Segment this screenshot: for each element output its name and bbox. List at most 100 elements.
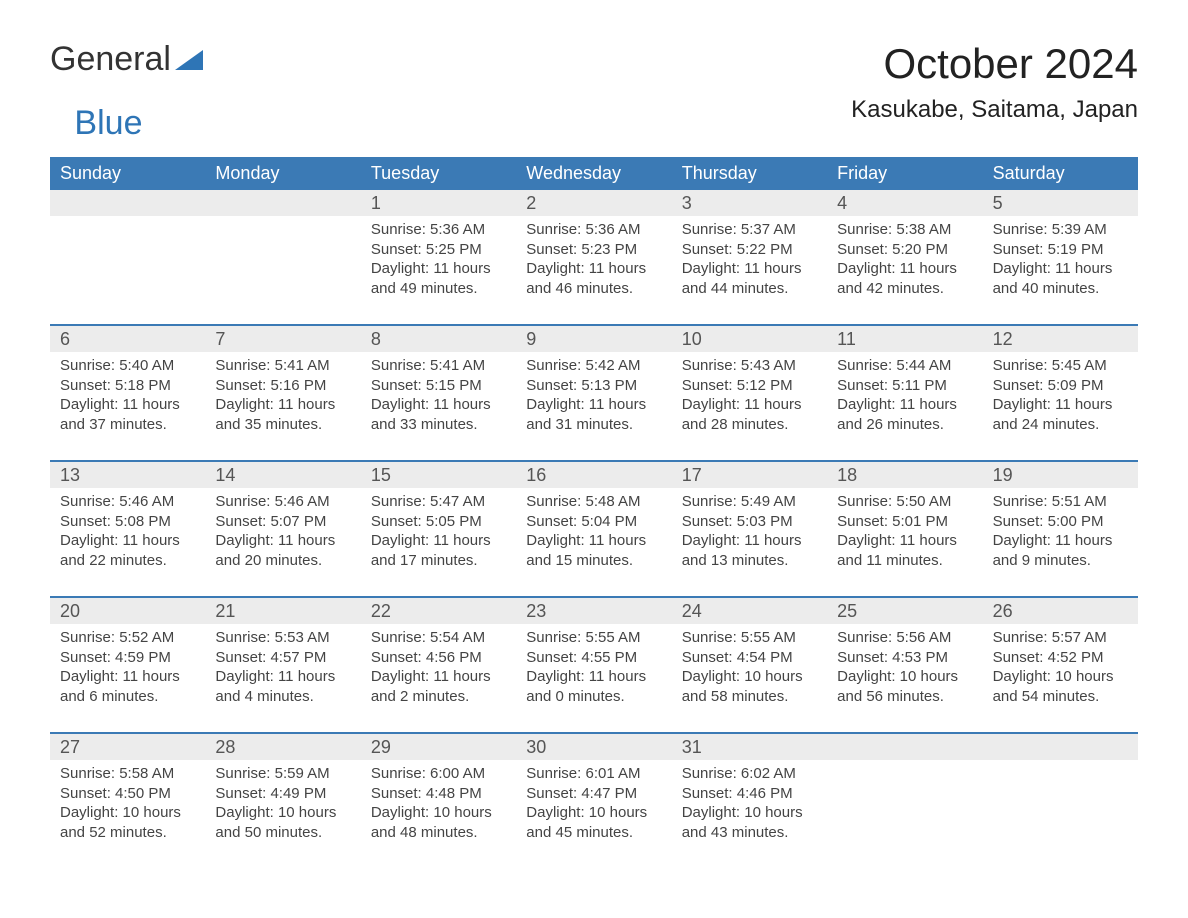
sunrise-line: Sunrise: 5:51 AM xyxy=(993,492,1128,512)
sunrise-line: Sunrise: 5:54 AM xyxy=(371,628,506,648)
day-body: Sunrise: 5:36 AMSunset: 5:25 PMDaylight:… xyxy=(361,216,516,324)
day-body: Sunrise: 5:47 AMSunset: 5:05 PMDaylight:… xyxy=(361,488,516,596)
sunrise-line: Sunrise: 6:02 AM xyxy=(682,764,817,784)
day-body xyxy=(50,216,205,324)
sunset-line: Sunset: 5:00 PM xyxy=(993,512,1128,532)
sunset-line: Sunset: 5:09 PM xyxy=(993,376,1128,396)
sunrise-line: Sunrise: 5:56 AM xyxy=(837,628,972,648)
day-body: Sunrise: 5:41 AMSunset: 5:15 PMDaylight:… xyxy=(361,352,516,460)
daylight-line: Daylight: 10 hours and 48 minutes. xyxy=(371,803,506,842)
sunset-line: Sunset: 5:12 PM xyxy=(682,376,817,396)
day-number xyxy=(205,190,360,216)
sunset-line: Sunset: 4:46 PM xyxy=(682,784,817,804)
day-body: Sunrise: 5:36 AMSunset: 5:23 PMDaylight:… xyxy=(516,216,671,324)
day-number xyxy=(827,734,982,760)
daylight-line: Daylight: 10 hours and 45 minutes. xyxy=(526,803,661,842)
day-body: Sunrise: 5:41 AMSunset: 5:16 PMDaylight:… xyxy=(205,352,360,460)
sunrise-line: Sunrise: 5:41 AM xyxy=(215,356,350,376)
day-body: Sunrise: 5:48 AMSunset: 5:04 PMDaylight:… xyxy=(516,488,671,596)
sunset-line: Sunset: 5:25 PM xyxy=(371,240,506,260)
sunset-line: Sunset: 5:18 PM xyxy=(60,376,195,396)
dow-cell: Friday xyxy=(827,157,982,190)
day-body: Sunrise: 5:54 AMSunset: 4:56 PMDaylight:… xyxy=(361,624,516,732)
day-number: 7 xyxy=(205,326,360,352)
day-body: Sunrise: 5:45 AMSunset: 5:09 PMDaylight:… xyxy=(983,352,1138,460)
day-number: 18 xyxy=(827,462,982,488)
day-number: 9 xyxy=(516,326,671,352)
sunset-line: Sunset: 4:50 PM xyxy=(60,784,195,804)
title-block: October 2024 Kasukabe, Saitama, Japan xyxy=(851,40,1138,124)
sunrise-line: Sunrise: 5:36 AM xyxy=(526,220,661,240)
day-number: 10 xyxy=(672,326,827,352)
daylight-line: Daylight: 10 hours and 52 minutes. xyxy=(60,803,195,842)
brand-logo: General xyxy=(50,40,205,79)
daylight-line: Daylight: 10 hours and 58 minutes. xyxy=(682,667,817,706)
day-number: 20 xyxy=(50,598,205,624)
day-body: Sunrise: 5:50 AMSunset: 5:01 PMDaylight:… xyxy=(827,488,982,596)
day-number: 3 xyxy=(672,190,827,216)
day-body: Sunrise: 5:46 AMSunset: 5:08 PMDaylight:… xyxy=(50,488,205,596)
sunrise-line: Sunrise: 5:38 AM xyxy=(837,220,972,240)
sunrise-line: Sunrise: 5:58 AM xyxy=(60,764,195,784)
daylight-line: Daylight: 11 hours and 22 minutes. xyxy=(60,531,195,570)
day-number: 8 xyxy=(361,326,516,352)
sunrise-line: Sunrise: 6:00 AM xyxy=(371,764,506,784)
daylight-line: Daylight: 11 hours and 6 minutes. xyxy=(60,667,195,706)
dow-cell: Saturday xyxy=(983,157,1138,190)
brand-triangle-icon xyxy=(175,40,203,79)
daybody-row: Sunrise: 5:36 AMSunset: 5:25 PMDaylight:… xyxy=(50,216,1138,324)
sunset-line: Sunset: 5:08 PM xyxy=(60,512,195,532)
sunrise-line: Sunrise: 5:52 AM xyxy=(60,628,195,648)
daylight-line: Daylight: 11 hours and 11 minutes. xyxy=(837,531,972,570)
dow-cell: Tuesday xyxy=(361,157,516,190)
sunrise-line: Sunrise: 5:40 AM xyxy=(60,356,195,376)
sunset-line: Sunset: 4:55 PM xyxy=(526,648,661,668)
daybody-row: Sunrise: 5:46 AMSunset: 5:08 PMDaylight:… xyxy=(50,488,1138,596)
sunrise-line: Sunrise: 5:50 AM xyxy=(837,492,972,512)
sunrise-line: Sunrise: 6:01 AM xyxy=(526,764,661,784)
day-body xyxy=(983,760,1138,868)
sunset-line: Sunset: 5:05 PM xyxy=(371,512,506,532)
location: Kasukabe, Saitama, Japan xyxy=(851,96,1138,124)
sunrise-line: Sunrise: 5:36 AM xyxy=(371,220,506,240)
day-body: Sunrise: 5:56 AMSunset: 4:53 PMDaylight:… xyxy=(827,624,982,732)
sunset-line: Sunset: 5:03 PM xyxy=(682,512,817,532)
day-number: 28 xyxy=(205,734,360,760)
week-row: 13141516171819Sunrise: 5:46 AMSunset: 5:… xyxy=(50,460,1138,596)
sunset-line: Sunset: 5:16 PM xyxy=(215,376,350,396)
day-number: 22 xyxy=(361,598,516,624)
day-body: Sunrise: 6:02 AMSunset: 4:46 PMDaylight:… xyxy=(672,760,827,868)
day-body xyxy=(827,760,982,868)
day-number: 1 xyxy=(361,190,516,216)
daylight-line: Daylight: 11 hours and 37 minutes. xyxy=(60,395,195,434)
daylight-line: Daylight: 11 hours and 4 minutes. xyxy=(215,667,350,706)
daylight-line: Daylight: 11 hours and 9 minutes. xyxy=(993,531,1128,570)
day-body: Sunrise: 5:53 AMSunset: 4:57 PMDaylight:… xyxy=(205,624,360,732)
day-number: 31 xyxy=(672,734,827,760)
month-title: October 2024 xyxy=(851,40,1138,88)
daybody-row: Sunrise: 5:52 AMSunset: 4:59 PMDaylight:… xyxy=(50,624,1138,732)
sunset-line: Sunset: 4:54 PM xyxy=(682,648,817,668)
day-number: 21 xyxy=(205,598,360,624)
sunrise-line: Sunrise: 5:48 AM xyxy=(526,492,661,512)
day-number xyxy=(50,190,205,216)
day-body: Sunrise: 5:44 AMSunset: 5:11 PMDaylight:… xyxy=(827,352,982,460)
sunset-line: Sunset: 5:04 PM xyxy=(526,512,661,532)
sunset-line: Sunset: 5:23 PM xyxy=(526,240,661,260)
sunset-line: Sunset: 5:19 PM xyxy=(993,240,1128,260)
daylight-line: Daylight: 10 hours and 54 minutes. xyxy=(993,667,1128,706)
day-number: 17 xyxy=(672,462,827,488)
daylight-line: Daylight: 11 hours and 49 minutes. xyxy=(371,259,506,298)
week-row: 2728293031Sunrise: 5:58 AMSunset: 4:50 P… xyxy=(50,732,1138,868)
daylight-line: Daylight: 11 hours and 42 minutes. xyxy=(837,259,972,298)
sunrise-line: Sunrise: 5:42 AM xyxy=(526,356,661,376)
daylight-line: Daylight: 11 hours and 33 minutes. xyxy=(371,395,506,434)
day-body: Sunrise: 5:59 AMSunset: 4:49 PMDaylight:… xyxy=(205,760,360,868)
day-number: 4 xyxy=(827,190,982,216)
dow-row: SundayMondayTuesdayWednesdayThursdayFrid… xyxy=(50,157,1138,190)
sunset-line: Sunset: 4:52 PM xyxy=(993,648,1128,668)
daylight-line: Daylight: 11 hours and 0 minutes. xyxy=(526,667,661,706)
sunset-line: Sunset: 5:13 PM xyxy=(526,376,661,396)
day-number: 23 xyxy=(516,598,671,624)
day-body: Sunrise: 5:52 AMSunset: 4:59 PMDaylight:… xyxy=(50,624,205,732)
